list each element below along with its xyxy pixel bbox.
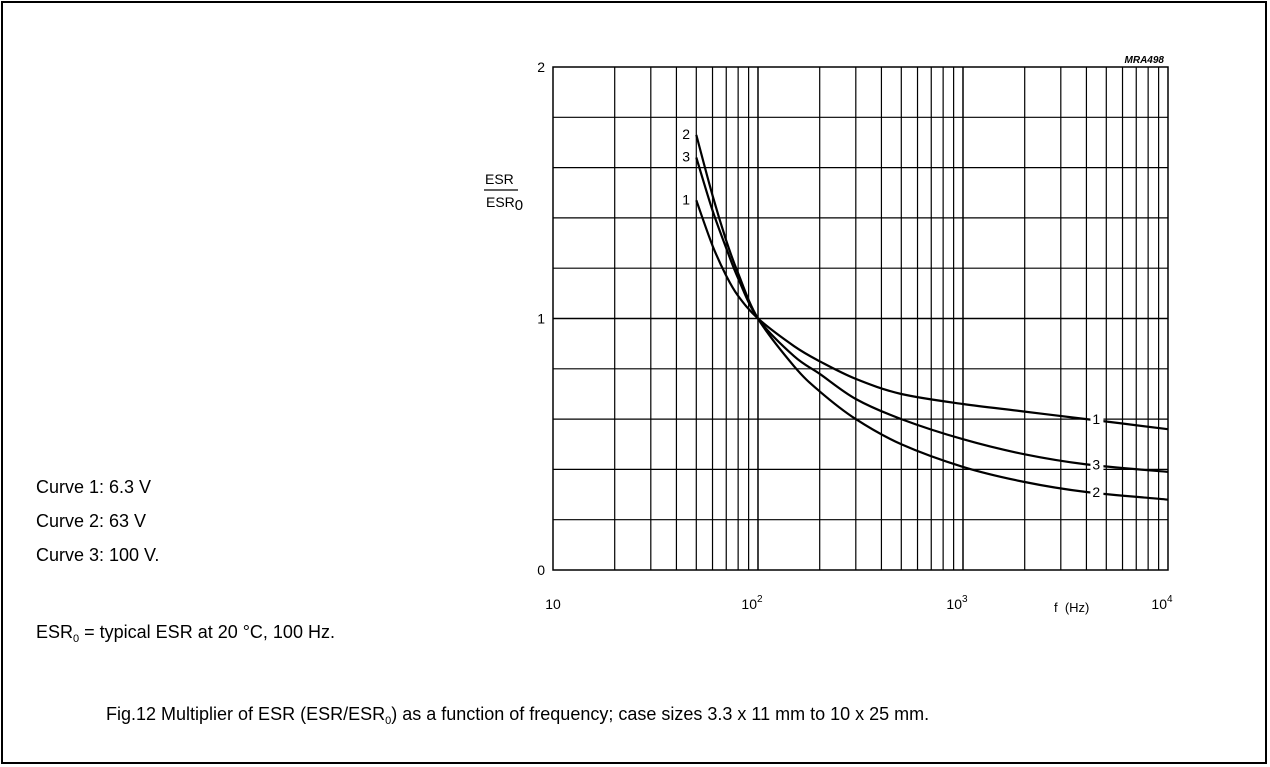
y-label-denominator: ESR0 [486, 194, 523, 214]
caption-sub: 0 [385, 715, 392, 727]
curve-3-end-label-bg [1090, 456, 1104, 473]
esr0-note: ESR0 = typical ESR at 20 °C, 100 Hz. [36, 622, 335, 645]
legend-curve-1: Curve 1: 6.3 V [36, 477, 152, 497]
curves [695, 134, 1169, 501]
y-tick-label: 2 [537, 59, 545, 75]
y-label-numerator: ESR [485, 171, 514, 187]
curve-2-end-label: 2 [1092, 484, 1100, 500]
legend-curve-2: Curve 2: 63 V [36, 511, 147, 531]
y-axis-label: ESR ESR0 [484, 171, 523, 214]
caption-before: Fig.12 Multiplier of ESR (ESR/ESR [106, 704, 386, 724]
note-lead: ESR [36, 622, 74, 642]
curve-1-start-label: 1 [682, 191, 690, 207]
x-tick-label: 104 [1151, 594, 1173, 612]
caption-after: ) as a function of frequency; case sizes… [391, 704, 930, 724]
curve-labels: 1 1 2 2 3 3 [682, 126, 1104, 501]
note-sub: 0 [73, 633, 80, 645]
curve-3-end-label: 3 [1092, 456, 1100, 472]
curve-1-end-label-bg [1090, 411, 1104, 428]
curve-legend: Curve 1: 6.3 V Curve 2: 63 V Curve 3: 10… [36, 470, 159, 572]
x-tick-label: 102 [741, 594, 763, 612]
curve-1-end-label: 1 [1092, 411, 1100, 427]
curve-2-start-label: 2 [682, 126, 690, 142]
curve-2-end-label-bg [1090, 484, 1104, 501]
x-tick-labels: 10 102 103 104 [545, 594, 1173, 612]
figure-caption: Fig.12 Multiplier of ESR (ESR/ESR0) as a… [106, 704, 930, 727]
horizontal-grid [553, 116, 1168, 521]
curve-2 [695, 134, 1169, 501]
plot-border [552, 66, 1169, 571]
y-tick-label: 1 [537, 311, 545, 327]
y-tick-labels: 0 1 2 [537, 59, 545, 578]
chart-code: MRA498 [1125, 55, 1165, 66]
curve-1 [695, 199, 1169, 431]
x-tick-label: 10 [545, 596, 561, 612]
curve-3-start-label: 3 [682, 149, 690, 165]
legend-curve-3: Curve 3: 100 V. [36, 545, 160, 565]
y-tick-label: 0 [537, 562, 545, 578]
x-axis-label: f (Hz) [1054, 600, 1089, 615]
x-tick-label: 103 [946, 594, 968, 612]
note-rest: = typical ESR at 20 °C, 100 Hz. [79, 622, 335, 642]
curve-3 [695, 157, 1169, 473]
